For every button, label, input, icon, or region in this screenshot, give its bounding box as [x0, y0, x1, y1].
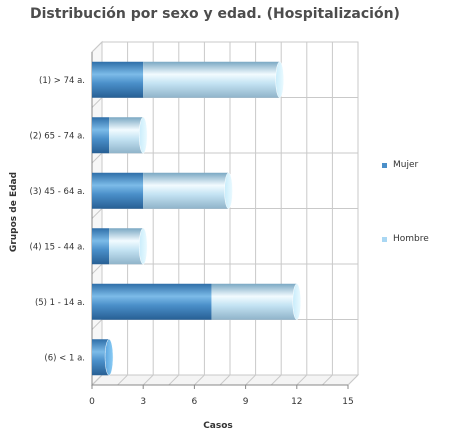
legend-swatch-mujer [382, 162, 387, 168]
x-axis-title: Casos [203, 421, 233, 431]
floor-gridline [347, 374, 359, 386]
bar-end-cap [292, 283, 302, 320]
y-tick-label: (3) 45 - 64 a. [30, 187, 85, 197]
side-gridline [91, 263, 103, 275]
floor-gridline [322, 374, 333, 386]
y-tick-label: (4) 15 - 44 a. [30, 242, 85, 252]
x-tick-label: 15 [342, 397, 353, 407]
side-gridline [91, 41, 103, 53]
y-axis-title: Grupos de Edad [9, 172, 19, 252]
side-gridline [91, 152, 103, 164]
legend-label-hombre: Hombre [393, 234, 429, 244]
floor-gridline [142, 374, 154, 386]
floor-gridline [117, 374, 128, 386]
x-tick-label: 3 [140, 397, 146, 407]
floor-gridline [168, 374, 180, 386]
bar-mujer [92, 172, 144, 209]
bar-hombre [109, 228, 144, 265]
bar-end-cap [138, 228, 148, 265]
side-gridline [91, 319, 103, 330]
chart-title: Distribución por sexo y edad. (Hospitali… [30, 6, 400, 22]
bar-mujer [92, 61, 144, 98]
x-tick-label: 6 [192, 397, 198, 407]
floor-gridline [219, 374, 231, 386]
side-gridline [91, 97, 103, 108]
bar-end-cap [138, 117, 148, 154]
y-tick-label: (6) < 1 a. [44, 353, 85, 363]
legend-item-mujer: Mujer [382, 160, 418, 171]
x-tick-label: 9 [243, 397, 249, 407]
legend-swatch-hombre [382, 236, 387, 242]
bar-mujer [92, 283, 212, 320]
bar-end-cap [104, 339, 114, 376]
x-tick-label: 12 [291, 397, 302, 407]
bar-mujer [92, 117, 110, 154]
bar-end-cap [275, 61, 284, 98]
legend-item-hombre: Hombre [382, 234, 429, 245]
y-tick-label: (5) 1 - 14 a. [35, 298, 85, 308]
y-tick-label: (2) 65 - 74 a. [30, 131, 85, 141]
bar-hombre [109, 117, 144, 154]
bar-mujer [92, 228, 110, 265]
side-gridline [91, 374, 103, 386]
bar-hombre [143, 61, 280, 98]
bar-mujer [92, 339, 110, 376]
floor-gridline [194, 374, 205, 386]
floor-gridline [270, 374, 282, 386]
bar-end-cap [224, 172, 233, 209]
floor-gridline [245, 374, 256, 386]
bar-hombre [211, 283, 297, 320]
bar-hombre [143, 172, 229, 209]
legend-label-mujer: Mujer [393, 160, 419, 170]
side-gridline [91, 208, 103, 219]
x-tick-label: 0 [89, 397, 95, 407]
y-tick-label: (1) > 74 a. [39, 76, 85, 86]
floor-gridline [296, 374, 308, 386]
